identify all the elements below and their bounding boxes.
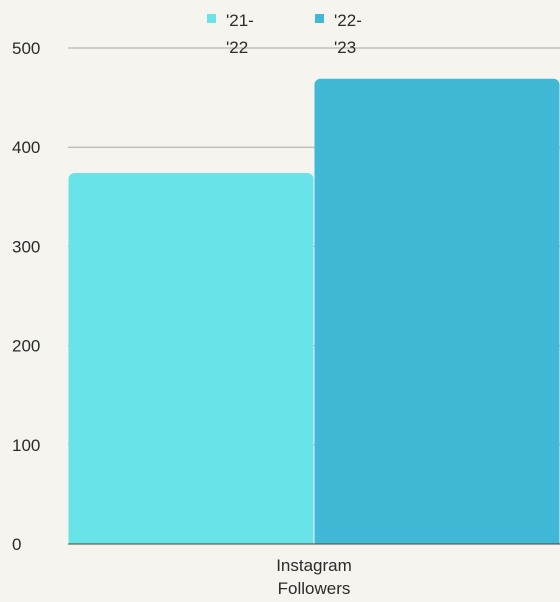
legend-label-1: '22-'23	[334, 11, 362, 57]
legend-swatch-1	[315, 14, 324, 23]
legend-swatch-0	[207, 14, 216, 23]
bar-series-0-cat-0[interactable]	[68, 172, 314, 544]
bars	[68, 78, 560, 544]
y-tick-label-200: 200	[12, 337, 40, 356]
y-tick-label-300: 300	[12, 237, 40, 256]
x-category-label-0: Instagram Followers	[276, 556, 352, 598]
axes: 0 100 200 300 400 500 Instagram Followers	[12, 39, 560, 598]
bar-series-1-cat-0[interactable]	[314, 78, 560, 544]
y-tick-label-0: 0	[12, 535, 21, 554]
bar-base-series-0-cat-0	[68, 536, 314, 544]
y-tick-label-100: 100	[12, 436, 40, 455]
legend-label-0: '21-'22	[226, 11, 254, 57]
bar-base-series-1-cat-0	[314, 536, 560, 544]
y-tick-label-500: 500	[12, 39, 40, 58]
y-tick-label-400: 400	[12, 138, 40, 157]
legend: '21-'22 '22-'23	[207, 11, 362, 57]
